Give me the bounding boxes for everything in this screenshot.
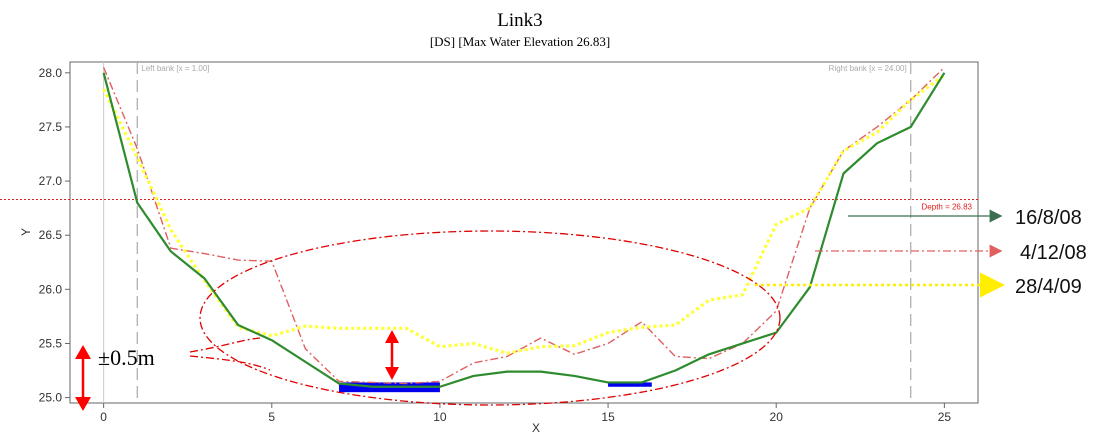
tolerance-arrow-left [75,345,91,411]
y-tick-label: 25.5 [39,336,63,350]
chart-subtitle: [DS] [Max Water Elevation 26.83] [430,34,610,49]
tolerance-label: ±0.5m [98,345,155,370]
highlight-ellipse [199,230,781,406]
ellipse-pointer [189,337,271,371]
y-axis-label: Y [19,228,33,236]
series-line-16-8-08 [102,72,946,388]
bank-markers: Left bank [x = 1.00] Right bank [x = 24.0… [136,62,912,403]
legend-label-28-4-09: 28/4/09 [1015,276,1082,298]
legend-label-4-12-08: 4/12/08 [1020,242,1087,264]
series-group [102,66,946,388]
x-axis-label: X [532,421,540,435]
x-tick-label: 10 [433,410,447,424]
plot-area [69,61,979,404]
x-tick-label: 20 [770,410,784,424]
depth-label: Depth = 26.83 [922,202,973,211]
x-tick-label: 0 [100,410,107,424]
y-tick-label: 27.5 [39,120,63,134]
water-segment [608,382,652,387]
depth-line-group: Depth = 26.83 [0,198,978,211]
series-line-4-12-08 [102,66,945,385]
x-tick-label: 5 [268,410,275,424]
bank-label: Right bank [x = 24.00] [829,64,907,73]
x-tick-label: 15 [601,410,615,424]
x-tick-label: 25 [938,410,952,424]
bank-label: Left bank [x = 1.00] [141,64,209,73]
series-line-28-4-09 [102,73,946,355]
tolerance-arrow-center [385,330,399,380]
y-tick-label: 25.0 [39,391,63,405]
y-tick-label: 28.0 [39,66,63,80]
y-tick-label: 27.0 [39,174,63,188]
y-tick-label: 26.5 [39,228,63,242]
chart-title: Link3 [497,10,542,31]
axis-ticks: 0 5 10 15 20 25 25.0 25.5 26.0 26.5 27.0 27.5 28.0 [39,62,952,424]
legend-label-16-8-08: 16/8/08 [1015,207,1082,229]
y-tick-label: 26.0 [39,282,63,296]
